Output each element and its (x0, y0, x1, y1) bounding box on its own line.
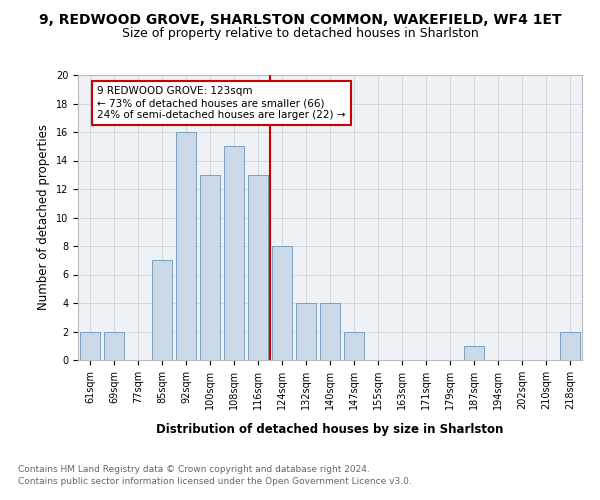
Bar (560, 332, 580, 360)
Bar (176, 132, 196, 360)
Bar (152, 260, 172, 360)
Bar (272, 246, 292, 360)
Y-axis label: Number of detached properties: Number of detached properties (37, 124, 50, 310)
Bar (344, 332, 364, 360)
Bar (248, 175, 268, 360)
Bar (464, 346, 484, 360)
Text: 9, REDWOOD GROVE, SHARLSTON COMMON, WAKEFIELD, WF4 1ET: 9, REDWOOD GROVE, SHARLSTON COMMON, WAKE… (38, 12, 562, 26)
Bar (320, 303, 340, 360)
Bar (224, 146, 244, 360)
Bar (296, 303, 316, 360)
Bar (80, 332, 100, 360)
Text: 9 REDWOOD GROVE: 123sqm
← 73% of detached houses are smaller (66)
24% of semi-de: 9 REDWOOD GROVE: 123sqm ← 73% of detache… (97, 86, 346, 120)
Text: Contains HM Land Registry data © Crown copyright and database right 2024.: Contains HM Land Registry data © Crown c… (18, 465, 370, 474)
Text: Contains public sector information licensed under the Open Government Licence v3: Contains public sector information licen… (18, 478, 412, 486)
Text: Distribution of detached houses by size in Sharlston: Distribution of detached houses by size … (157, 422, 503, 436)
Bar (200, 175, 220, 360)
Text: Size of property relative to detached houses in Sharlston: Size of property relative to detached ho… (122, 28, 478, 40)
Bar (104, 332, 124, 360)
